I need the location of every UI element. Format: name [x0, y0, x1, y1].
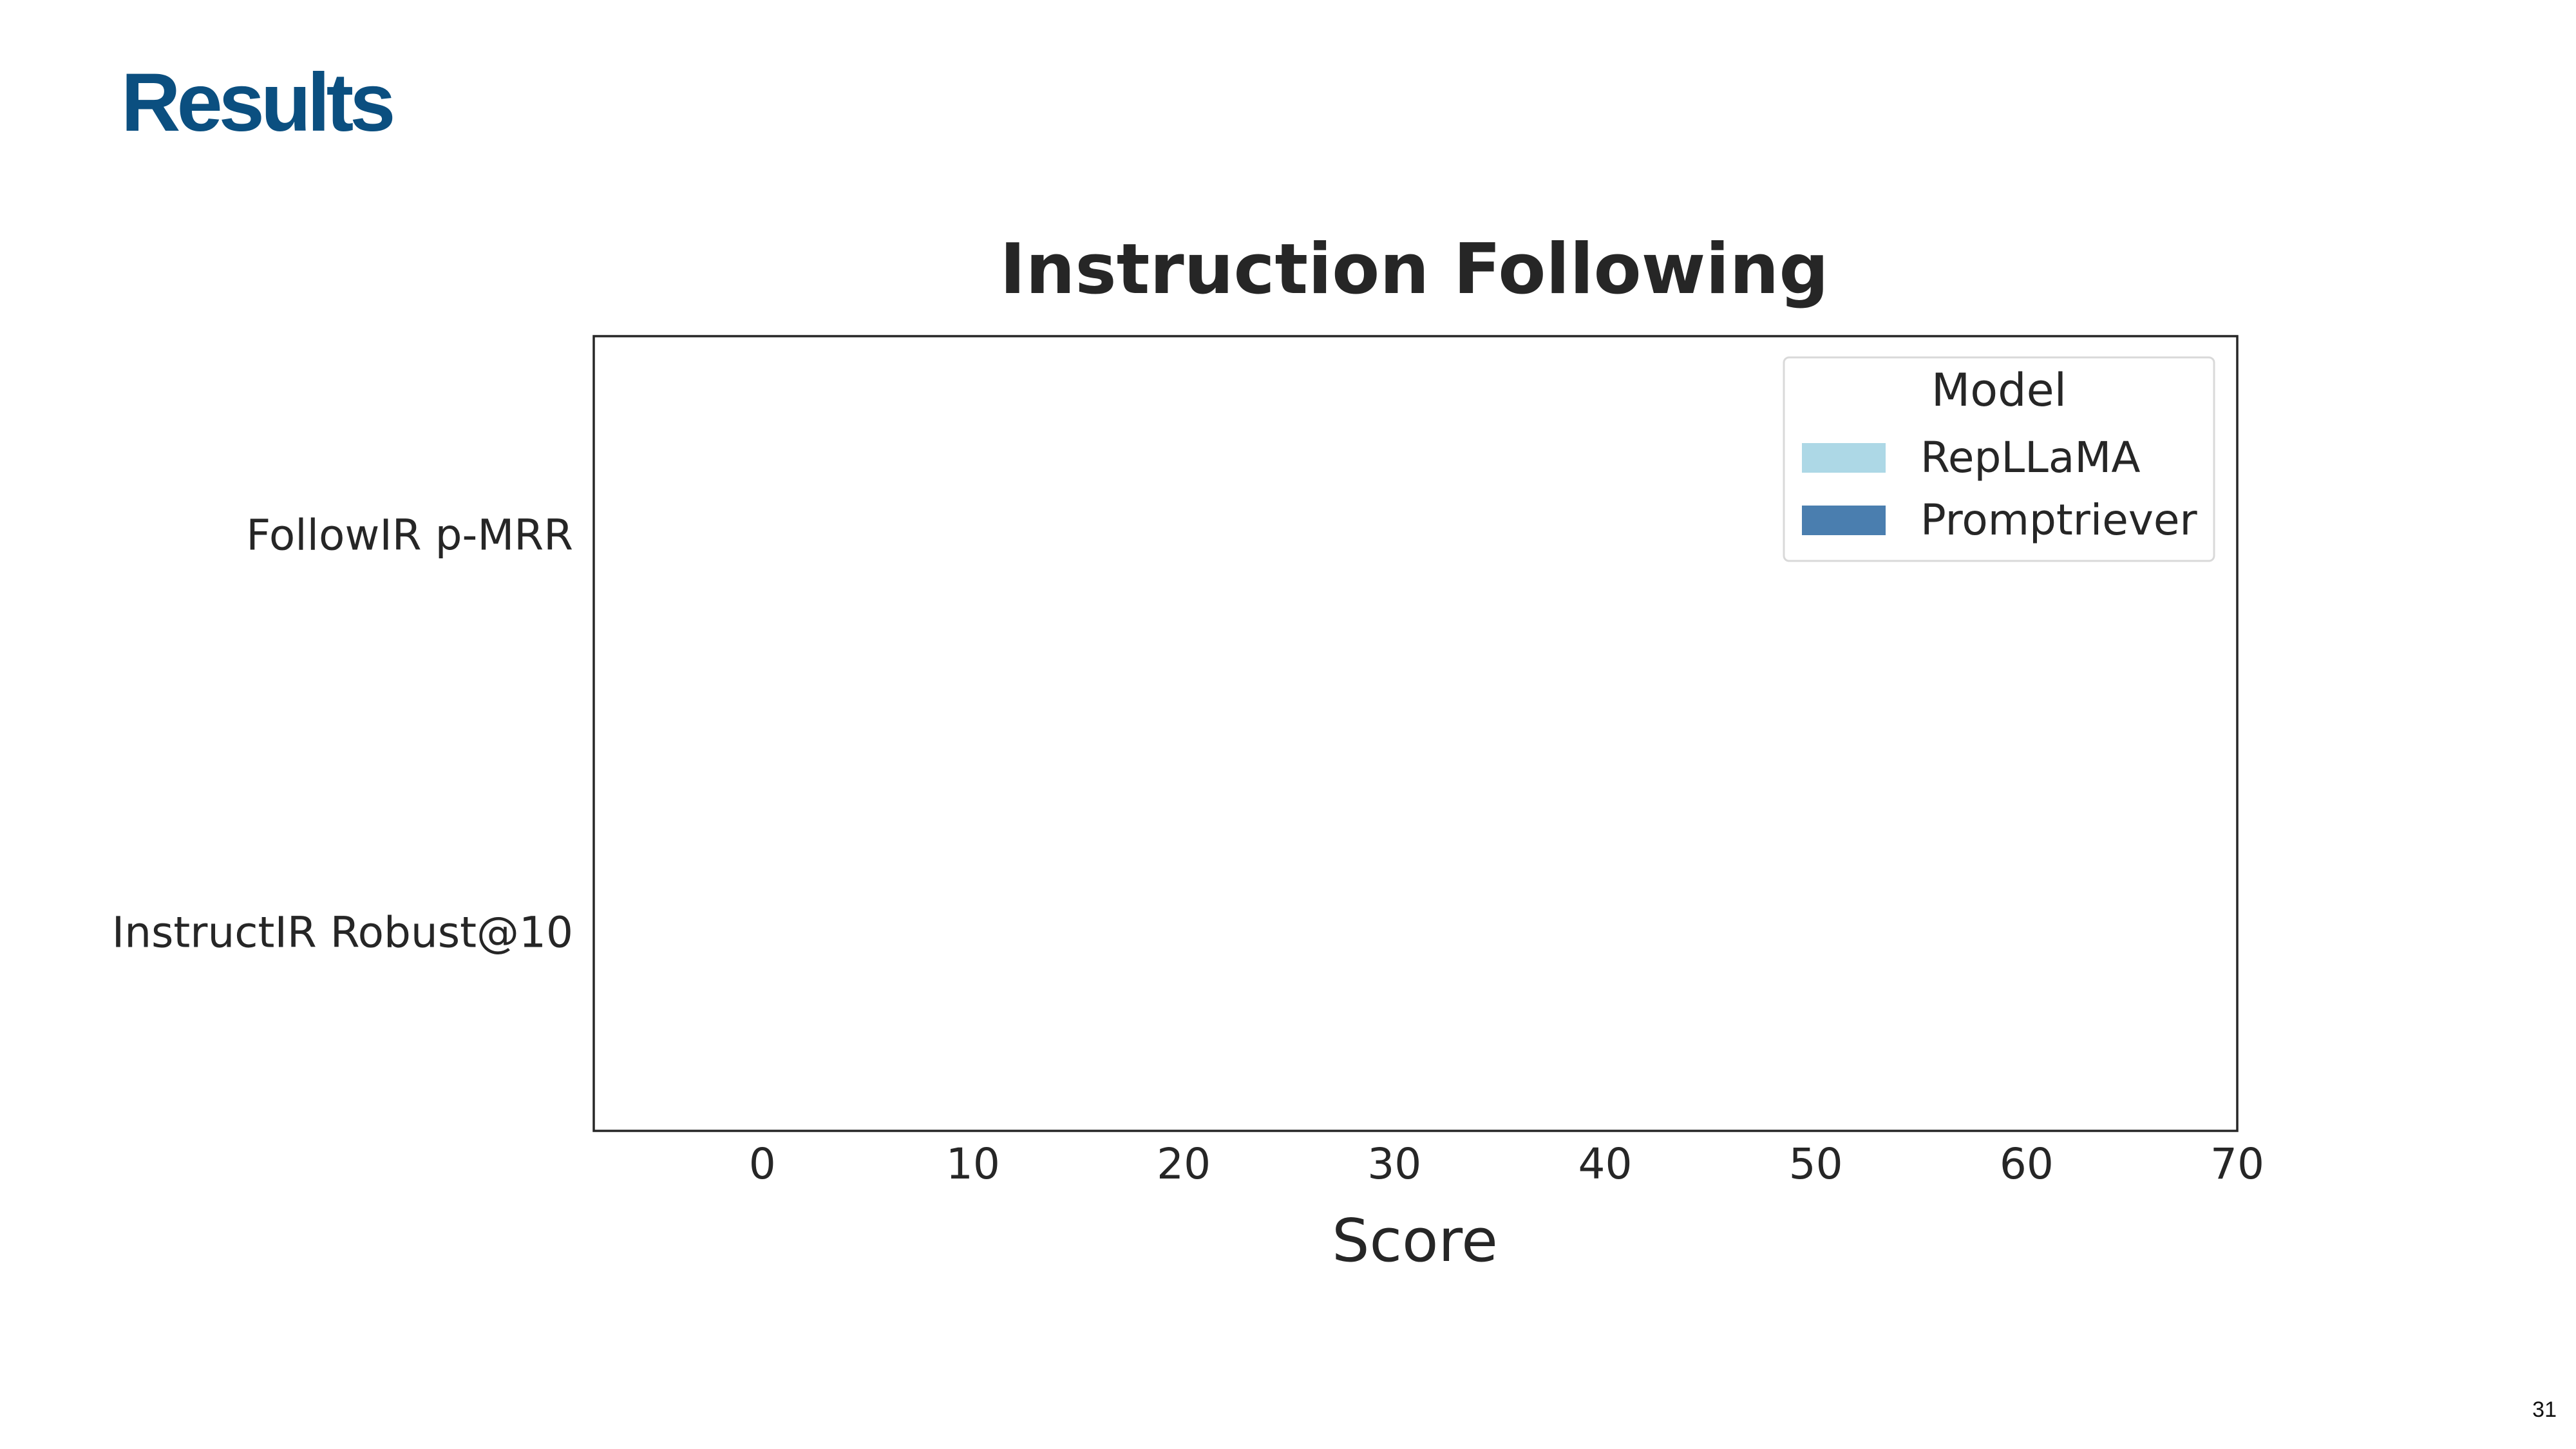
legend-swatch-repllama: [1802, 443, 1886, 473]
x-axis-label: Score: [1332, 1206, 1498, 1275]
x-tick-label: 50: [1789, 1139, 1843, 1189]
x-tick-label: 20: [1157, 1139, 1211, 1189]
legend-label-promptriever: Promptriever: [1920, 495, 2198, 545]
x-axis-ticks: 0 10 20 30 40 50 60 70: [749, 1139, 2264, 1189]
x-tick-label: 40: [1578, 1139, 1632, 1189]
chart-title: Instruction Following: [999, 229, 1828, 310]
legend-box: [1783, 356, 2215, 562]
legend-title: Model: [1931, 364, 2067, 417]
slide-title: Results: [121, 57, 395, 149]
x-tick-label: 60: [2000, 1139, 2054, 1189]
page-number: 31: [2532, 1397, 2557, 1422]
x-tick-label: 0: [749, 1139, 776, 1189]
x-tick-label: 10: [946, 1139, 1000, 1189]
legend-label-repllama: RepLLaMA: [1920, 433, 2140, 482]
y-tick-label: InstructIR Robust@10: [112, 908, 573, 958]
x-tick-label: 70: [2210, 1139, 2264, 1189]
legend: Model RepLLaMA Promptriever: [1783, 356, 2215, 562]
legend-swatch-promptriever: [1802, 506, 1886, 535]
plot-area-frame: [592, 335, 2239, 1132]
x-tick-label: 30: [1367, 1139, 1421, 1189]
y-axis-ticks: FollowIR p-MRR InstructIR Robust@10: [112, 511, 573, 958]
y-tick-label: FollowIR p-MRR: [246, 511, 573, 560]
